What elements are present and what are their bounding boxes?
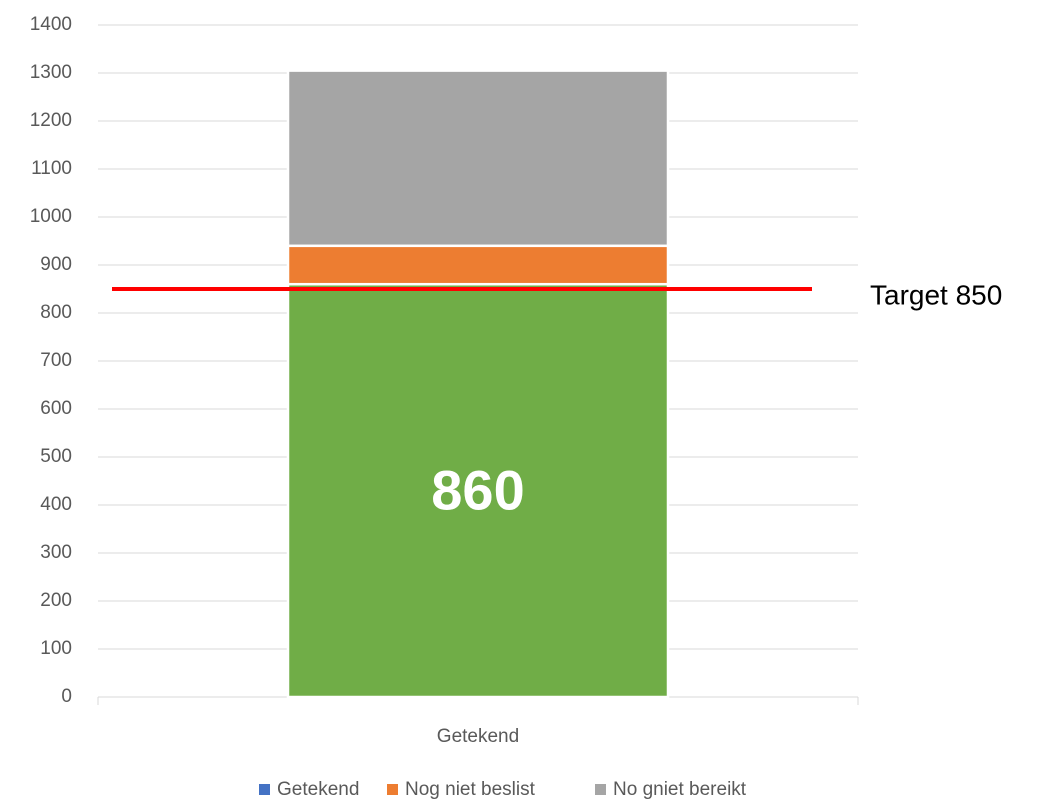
y-tick-label: 300	[40, 542, 72, 563]
legend-marker	[259, 784, 270, 795]
y-tick-label: 1200	[30, 110, 72, 131]
bar-segment	[286, 244, 670, 286]
legend-label: Getekend	[277, 779, 359, 800]
legend-marker	[387, 784, 398, 795]
bar-segment	[286, 69, 670, 248]
y-tick-label: 1400	[30, 14, 72, 35]
y-tick-label: 1100	[31, 158, 72, 179]
x-tick-label: Getekend	[437, 726, 519, 747]
y-tick-label: 800	[40, 302, 72, 323]
y-tick-label: 100	[40, 638, 72, 659]
y-tick-label: 900	[40, 254, 72, 275]
target-label: Target 850	[870, 279, 1002, 310]
y-tick-label: 1000	[30, 206, 72, 227]
legend-label: No gniet bereikt	[613, 779, 747, 800]
y-tick-label: 600	[40, 398, 72, 419]
y-tick-label: 700	[40, 350, 72, 371]
legend-marker	[595, 784, 606, 795]
y-tick-label: 500	[40, 446, 72, 467]
legend-label: Nog niet beslist	[405, 779, 536, 800]
y-tick-label: 400	[40, 494, 72, 515]
y-tick-label: 0	[61, 686, 72, 707]
y-tick-label: 1300	[30, 62, 72, 83]
data-label: 860	[431, 458, 524, 521]
y-tick-label: 200	[40, 590, 72, 611]
